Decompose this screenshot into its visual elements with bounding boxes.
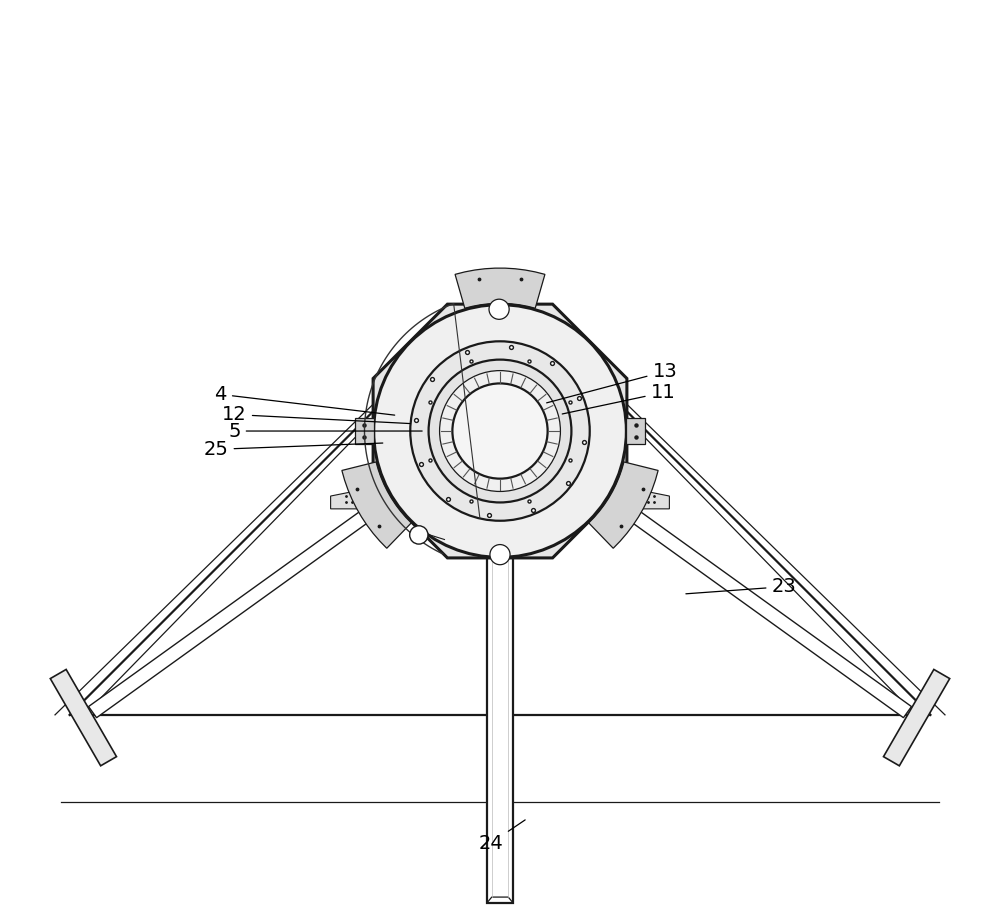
Polygon shape	[373, 304, 627, 558]
Polygon shape	[331, 491, 358, 509]
Circle shape	[410, 341, 590, 521]
Polygon shape	[89, 430, 481, 718]
Polygon shape	[589, 462, 658, 548]
Circle shape	[489, 299, 509, 319]
Polygon shape	[883, 669, 950, 766]
Polygon shape	[491, 751, 509, 851]
Polygon shape	[519, 430, 911, 718]
Circle shape	[452, 383, 548, 479]
Text: 24: 24	[478, 820, 525, 853]
Circle shape	[440, 370, 560, 492]
Polygon shape	[355, 418, 374, 444]
Text: 5: 5	[228, 422, 422, 440]
Circle shape	[429, 359, 571, 503]
Polygon shape	[455, 268, 545, 308]
Polygon shape	[642, 491, 669, 509]
Polygon shape	[493, 518, 507, 792]
Polygon shape	[50, 669, 117, 766]
Polygon shape	[342, 462, 411, 548]
Polygon shape	[461, 289, 539, 326]
Text: 25: 25	[204, 440, 383, 458]
Text: 13: 13	[547, 362, 677, 403]
Polygon shape	[626, 418, 645, 444]
Text: 12: 12	[222, 405, 410, 424]
Text: 23: 23	[686, 577, 796, 596]
Polygon shape	[487, 303, 513, 902]
Circle shape	[490, 545, 510, 565]
Text: 11: 11	[562, 383, 675, 414]
Circle shape	[410, 525, 428, 544]
Circle shape	[374, 304, 626, 558]
Text: 4: 4	[215, 385, 395, 415]
